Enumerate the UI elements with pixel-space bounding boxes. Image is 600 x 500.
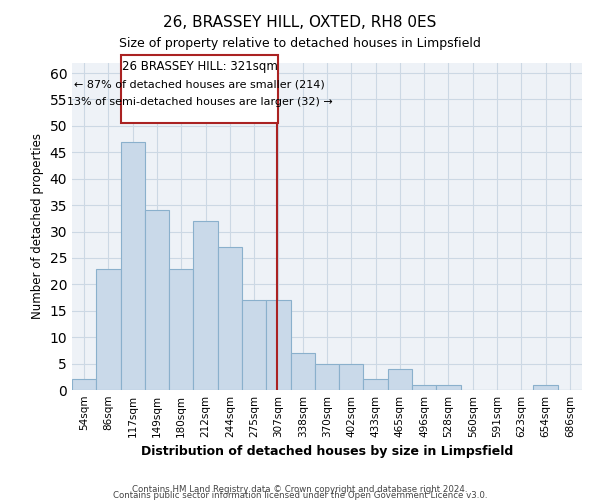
- Bar: [218, 248, 242, 390]
- Bar: [145, 210, 169, 390]
- Bar: [169, 268, 193, 390]
- Bar: [290, 353, 315, 390]
- Bar: [193, 221, 218, 390]
- Text: Contains public sector information licensed under the Open Government Licence v3: Contains public sector information licen…: [113, 492, 487, 500]
- Bar: [364, 380, 388, 390]
- Bar: [121, 142, 145, 390]
- Bar: [412, 384, 436, 390]
- Text: ← 87% of detached houses are smaller (214): ← 87% of detached houses are smaller (21…: [74, 80, 325, 90]
- FancyBboxPatch shape: [121, 54, 278, 123]
- Bar: [315, 364, 339, 390]
- Text: Contains HM Land Registry data © Crown copyright and database right 2024.: Contains HM Land Registry data © Crown c…: [132, 484, 468, 494]
- Bar: [436, 384, 461, 390]
- Text: Size of property relative to detached houses in Limpsfield: Size of property relative to detached ho…: [119, 38, 481, 51]
- Bar: [388, 369, 412, 390]
- Bar: [266, 300, 290, 390]
- Text: 26 BRASSEY HILL: 321sqm: 26 BRASSEY HILL: 321sqm: [122, 60, 278, 73]
- Bar: [533, 384, 558, 390]
- Y-axis label: Number of detached properties: Number of detached properties: [31, 133, 44, 320]
- Bar: [72, 380, 96, 390]
- Bar: [339, 364, 364, 390]
- Bar: [242, 300, 266, 390]
- Bar: [96, 268, 121, 390]
- Text: 13% of semi-detached houses are larger (32) →: 13% of semi-detached houses are larger (…: [67, 97, 332, 107]
- X-axis label: Distribution of detached houses by size in Limpsfield: Distribution of detached houses by size …: [141, 446, 513, 458]
- Text: 26, BRASSEY HILL, OXTED, RH8 0ES: 26, BRASSEY HILL, OXTED, RH8 0ES: [163, 15, 437, 30]
